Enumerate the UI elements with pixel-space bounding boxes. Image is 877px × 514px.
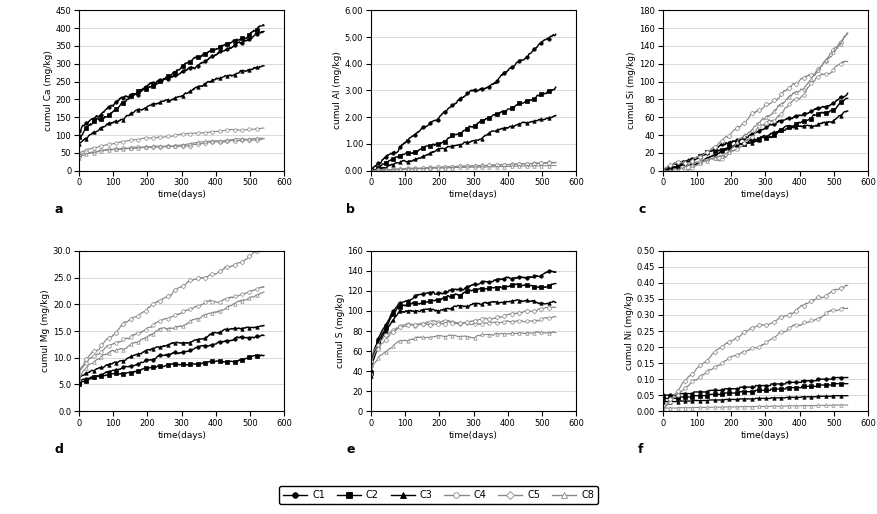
X-axis label: time(days): time(days) (449, 431, 498, 439)
Y-axis label: cumul Mg (mg/kg): cumul Mg (mg/kg) (41, 290, 50, 372)
Y-axis label: cumul Al (mg/kg): cumul Al (mg/kg) (333, 51, 342, 130)
Text: a: a (54, 203, 63, 216)
X-axis label: time(days): time(days) (449, 190, 498, 199)
X-axis label: time(days): time(days) (741, 431, 790, 439)
Y-axis label: cumul Ca (mg/kg): cumul Ca (mg/kg) (44, 50, 53, 131)
X-axis label: time(days): time(days) (741, 190, 790, 199)
Y-axis label: cumul Si (mg/kg): cumul Si (mg/kg) (627, 52, 637, 129)
X-axis label: time(days): time(days) (157, 190, 206, 199)
Text: d: d (54, 443, 63, 456)
Text: b: b (346, 203, 355, 216)
Text: e: e (346, 443, 354, 456)
Text: f: f (638, 443, 644, 456)
X-axis label: time(days): time(days) (157, 431, 206, 439)
Y-axis label: cumul Ni (mg/kg): cumul Ni (mg/kg) (624, 292, 634, 370)
Legend: C1, C2, C3, C4, C5, C8: C1, C2, C3, C4, C5, C8 (279, 486, 598, 504)
Text: c: c (638, 203, 645, 216)
Y-axis label: cumul S (mg/kg): cumul S (mg/kg) (336, 293, 345, 369)
